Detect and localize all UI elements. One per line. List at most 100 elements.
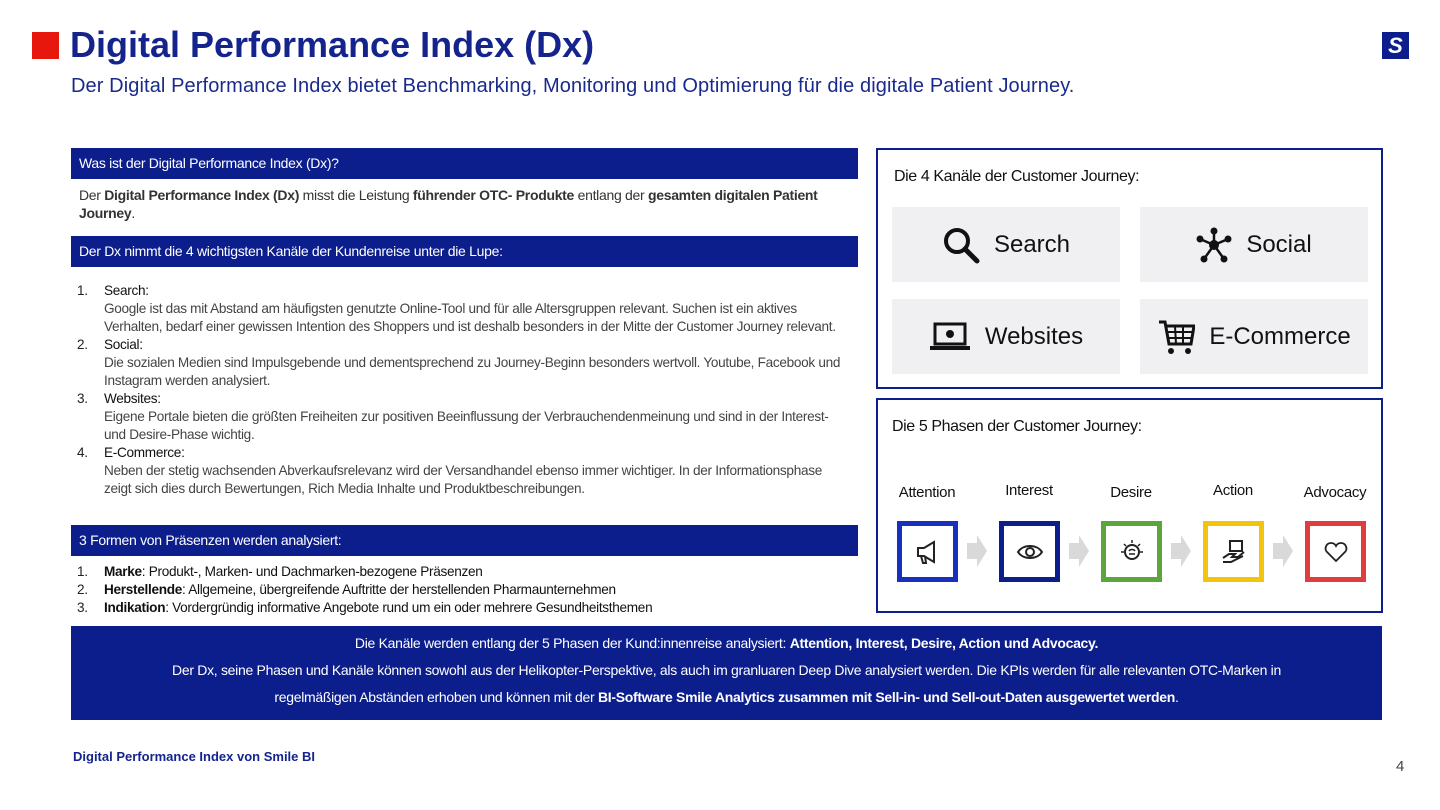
list-item: 3. Websites: Eigene Portale bieten die grö… [71, 390, 841, 444]
section-heading: 3 Formen von Präsenzen werden analysiert… [71, 525, 858, 556]
list-item: 4. E-Commerce: Neben der stetig wachsenden… [71, 444, 841, 498]
item-number: 3. [77, 391, 88, 406]
box-title: Die 5 Phasen der Customer Journey: [892, 418, 1142, 435]
phase-box [999, 521, 1060, 582]
text-run: misst die Leistung [299, 187, 413, 203]
source-note: Digital Performance Index von Smile BI [73, 749, 316, 764]
list-item: 2. Social: Die sozialen Medien sind Impuls… [71, 336, 841, 390]
text-run: BI-Software Smile Analytics zusammen mit… [597, 689, 1176, 705]
phase-icon [1016, 544, 1043, 559]
section-paragraph: Der Digital Performance Index (Dx) misst… [79, 186, 849, 222]
summary-line: Der Dx, seine Phasen und Kanäle können s… [131, 657, 1322, 711]
phase-icon [1120, 539, 1143, 560]
channel-tile: Websites [892, 299, 1120, 374]
item-title: E-Commerce: [104, 445, 185, 460]
website-icon [929, 322, 970, 350]
summary-line: Die Kanäle werden entlang der 5 Phasen d… [131, 630, 1322, 657]
item-body: E-Commerce: Neben der stetig wachsenden A… [104, 444, 841, 498]
section-heading: Der Dx nimmt die 4 wichtigsten Kanäle de… [71, 236, 858, 267]
item-text: Die sozialen Medien sind Impulsgebende u… [104, 355, 841, 388]
text-run: entlang der [574, 187, 648, 203]
item-body: Websites: Eigene Portale bieten die größt… [104, 390, 841, 444]
item-title: Search: [104, 283, 149, 298]
accent-square [32, 32, 59, 59]
list-item: 2. Herstellende: Allgemeine, übergreifend… [71, 581, 841, 599]
channel-tile: E-Commerce [1140, 299, 1368, 374]
phase-box [1101, 521, 1162, 582]
phase-box [1305, 521, 1366, 582]
logo: S [1382, 32, 1409, 59]
item-body: Search: Google ist das mit Abstand am häu… [104, 282, 841, 336]
phase-icon [1221, 539, 1245, 563]
title: Digital Performance Index (Dx) [70, 24, 595, 65]
text-run: : Vordergründig informative Angebote run… [165, 600, 653, 615]
phase-box [1203, 521, 1264, 582]
phase-arrow [1273, 533, 1293, 574]
arrow-shape [967, 535, 987, 567]
text-run: Die Kanäle werden entlang der 5 Phasen d… [354, 635, 790, 651]
phase-icon [1324, 541, 1347, 562]
phase-label: Interest [1005, 482, 1053, 499]
subtitle: Der Digital Performance Index bietet Ben… [71, 75, 1075, 97]
text-run: : Produkt-, Marken- und Dachmarken-bezog… [141, 564, 483, 579]
channel-label: Social [1246, 230, 1312, 258]
item-text: Eigene Portale bieten die größten Freihe… [104, 409, 829, 442]
arrow-shape [1171, 535, 1191, 567]
item-title: Websites: [104, 391, 161, 406]
text-run: gesamten digitalen Patient Journey [79, 187, 818, 221]
phase-label: Action [1213, 482, 1253, 499]
list-item: 1. Marke: Produkt-, Marken- und Dachmarke… [71, 563, 841, 581]
text-run: Attention, Interest, Desire, Action und … [789, 635, 1099, 651]
text-run: Der [79, 187, 105, 203]
text-run: führender OTC- Produkte [412, 187, 575, 203]
phase-box [897, 521, 958, 582]
phases-box: Die 5 Phasen der Customer Journey: Atten… [876, 398, 1383, 613]
section-heading: Was ist der Digital Performance Index (D… [71, 148, 858, 179]
phase-label: Desire [1110, 484, 1152, 501]
item-body: Herstellende: Allgemeine, übergreifende … [104, 581, 616, 599]
presence-list: 1. Marke: Produkt-, Marken- und Dachmarke… [71, 563, 841, 617]
item-text: Google ist das mit Abstand am häufigsten… [104, 301, 836, 334]
channel-label: Search [993, 230, 1071, 258]
phase-arrow [967, 533, 987, 574]
channel-list: 1. Search: Google ist das mit Abstand am h… [71, 282, 841, 498]
item-number: 4. [77, 445, 88, 460]
item-body: Indikation: Vordergründig informative An… [104, 599, 653, 617]
cart-icon [1159, 320, 1196, 354]
item-title: Social: [104, 337, 143, 352]
text-run: Indikation [104, 600, 166, 615]
box-title: Die 4 Kanäle der Customer Journey: [894, 168, 1140, 185]
item-number: 2. [77, 582, 88, 597]
channel-tile: Search [892, 207, 1120, 282]
page-number: 4 [1396, 758, 1405, 775]
phase-label: Advocacy [1303, 484, 1367, 501]
item-number: 2. [77, 337, 88, 352]
phase-arrow [1069, 533, 1089, 574]
text-run: Herstellende [104, 582, 182, 597]
text-run: Marke [104, 564, 142, 579]
channels-box: Die 4 Kanäle der Customer Journey: Searc… [876, 148, 1383, 389]
channel-label: Websites [984, 322, 1084, 350]
summary-banner: Die Kanäle werden entlang der 5 Phasen d… [71, 626, 1382, 720]
item-number: 1. [77, 564, 88, 579]
text-run: . [131, 205, 135, 221]
item-number: 3. [77, 600, 88, 615]
text-run: Digital Performance Index (Dx) [104, 187, 300, 203]
phase-arrow [1171, 533, 1191, 574]
search-icon [943, 227, 980, 263]
item-number: 1. [77, 283, 88, 298]
text-run: Der Dx, seine Phasen und Kanäle können s… [172, 662, 1281, 705]
arrow-shape [1069, 535, 1089, 567]
item-text: Neben der stetig wachsenden Abverkaufsre… [104, 463, 822, 496]
item-body: Marke: Produkt-, Marken- und Dachmarken-… [104, 563, 483, 581]
channel-label: E-Commerce [1209, 322, 1351, 350]
list-item: 1. Search: Google ist das mit Abstand am h… [71, 282, 841, 336]
phase-label: Attention [898, 484, 956, 501]
phase-icon [916, 539, 935, 564]
social-icon [1196, 227, 1232, 262]
text-run: . [1175, 689, 1179, 705]
text-run: : Allgemeine, übergreifende Auftritte de… [182, 582, 616, 597]
channel-tile: Social [1140, 207, 1368, 282]
arrow-shape [1273, 535, 1293, 567]
